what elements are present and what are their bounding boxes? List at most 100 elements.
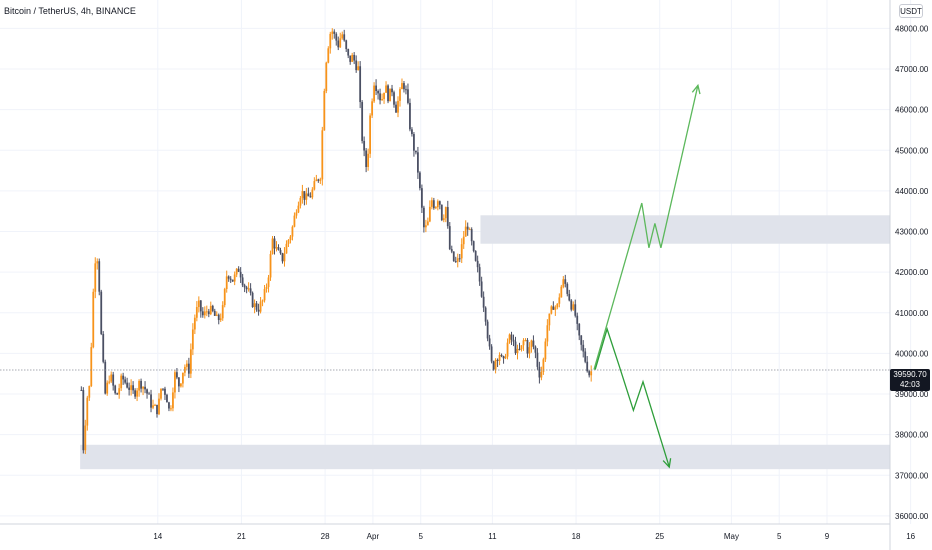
candle-body (114, 385, 117, 394)
candle-body (221, 305, 224, 319)
x-tick-label: 5 (777, 532, 782, 541)
candle-body (556, 303, 559, 308)
candle-body (249, 288, 252, 293)
currency-unit-badge[interactable]: USDT (899, 4, 923, 18)
candle-body (399, 89, 401, 101)
candle-body (193, 317, 196, 330)
candle-body (586, 361, 589, 372)
y-tick-label: 38000.00 (895, 431, 929, 440)
candle-body (283, 253, 286, 262)
candle-body (199, 300, 202, 312)
candle-body (313, 181, 316, 190)
candle-body (197, 300, 200, 308)
x-axis[interactable]: 14 21 28 Apr 5 11 18 25 May 5 9 16 (0, 523, 916, 541)
x-tick-label: 28 (321, 532, 330, 541)
candle-body (514, 341, 517, 354)
candle-body (518, 348, 521, 350)
candle-body (343, 34, 346, 41)
candle-body (409, 102, 411, 130)
candle-body (108, 381, 111, 383)
candle-body (413, 134, 415, 151)
candle-body (480, 281, 483, 297)
candle-body (534, 346, 537, 353)
candle-body (468, 229, 471, 231)
candle-body (369, 115, 372, 154)
candle-body (84, 425, 87, 451)
candle-body (96, 261, 99, 264)
candle-body (319, 179, 322, 181)
candle-body (478, 267, 481, 282)
y-tick-label: 45000.00 (895, 146, 929, 155)
candle-body (150, 394, 152, 408)
candle-body (172, 392, 174, 409)
candle-body (415, 150, 417, 153)
candle-body (432, 200, 435, 209)
candle-body (287, 240, 290, 244)
candle-body (554, 307, 557, 310)
candle-body (168, 402, 170, 409)
candle-body (430, 200, 433, 207)
candle-body (80, 389, 83, 391)
candle-body (229, 278, 232, 280)
candle-body (440, 204, 443, 221)
candle-body (255, 303, 258, 310)
candle-body (241, 277, 244, 286)
candle-body (201, 311, 204, 316)
candle-body (570, 300, 573, 310)
candle-body (428, 206, 431, 222)
candle-body (462, 236, 465, 245)
y-tick-label: 41000.00 (895, 309, 929, 318)
candle-body (395, 104, 397, 113)
candlestick-series (80, 28, 593, 455)
candle-body (130, 385, 133, 390)
current-price-tag: 39590.70 42:03 (890, 369, 930, 391)
candle-body (339, 38, 342, 48)
candle-body (299, 197, 302, 206)
candle-body (94, 263, 97, 292)
x-tick-label: May (724, 532, 739, 541)
candle-body (512, 339, 515, 342)
candle-body (389, 88, 391, 102)
candle-body (120, 375, 123, 389)
candle-body (301, 191, 304, 198)
candle-body (203, 311, 206, 316)
candle-body (263, 288, 266, 301)
candle-body (387, 85, 389, 102)
candle-body (520, 345, 523, 350)
candle-body (377, 90, 379, 94)
candle-body (542, 359, 545, 373)
candle-body (166, 394, 168, 403)
chart-title: Bitcoin / TetherUS, 4h, BINANCE (4, 6, 136, 16)
candle-body (267, 277, 270, 288)
candle-body (434, 207, 437, 209)
candle-body (532, 340, 535, 347)
candle-body (209, 305, 212, 315)
candle-body (540, 372, 543, 378)
candle-body (217, 314, 220, 321)
candle-body (271, 238, 274, 255)
candle-body (191, 329, 194, 350)
candle-body (134, 390, 136, 397)
candle-body (568, 293, 571, 301)
candle-body (510, 334, 513, 340)
candle-body (359, 66, 362, 103)
candle-body (472, 241, 475, 252)
candle-body (158, 398, 160, 415)
candle-body (530, 340, 533, 348)
candle-body (375, 85, 377, 91)
candle-body (160, 388, 162, 399)
candle-body (450, 249, 453, 252)
y-tick-label: 40000.00 (895, 349, 929, 358)
candle-body (494, 359, 497, 370)
y-tick-label: 47000.00 (895, 65, 929, 74)
candle-body (351, 54, 354, 62)
candle-body (86, 397, 89, 426)
candle-body (528, 347, 531, 354)
y-axis[interactable]: 36000.00 37000.00 38000.00 39000.00 40000.00… (889, 0, 929, 550)
candle-body (311, 189, 314, 198)
candle-body (213, 310, 216, 316)
candle-body (126, 382, 129, 388)
candle-body (223, 288, 226, 306)
candle-body (291, 226, 294, 237)
